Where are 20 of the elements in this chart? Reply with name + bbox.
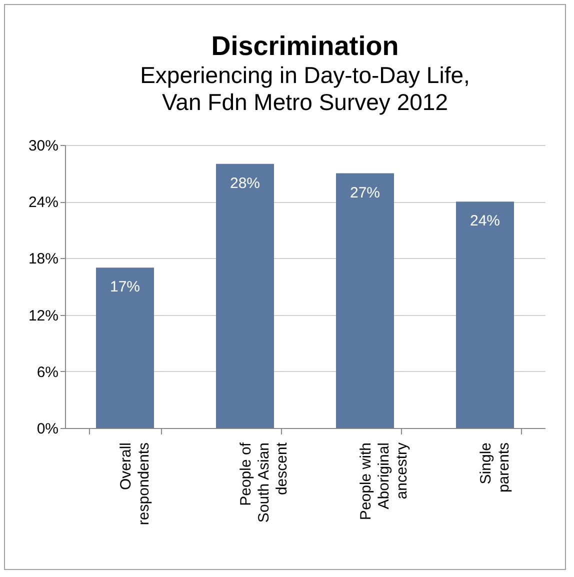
data-label: 28%: [230, 174, 260, 192]
bar: [216, 164, 274, 428]
x-tick-label: People with Aboriginal ancestry: [358, 442, 410, 520]
y-tick-label: 24%: [28, 194, 58, 212]
bar: [96, 268, 154, 428]
chart-subtitle: Experiencing in Day-to-Day Life, Van Fdn Metro Survey 2012: [140, 62, 470, 115]
data-label: 17%: [110, 278, 140, 296]
y-tick-label: 6%: [36, 364, 58, 381]
x-tick-label: Overall respondents: [118, 442, 152, 526]
y-tick-label: 12%: [28, 307, 58, 324]
data-label: 27%: [350, 184, 380, 202]
data-label: 24%: [470, 212, 500, 230]
bar: [456, 202, 514, 428]
x-tick-label: People of South Asian descent: [238, 442, 290, 523]
y-tick-label: 18%: [28, 250, 58, 268]
y-tick-label: 30%: [28, 138, 58, 154]
y-tick-label: 0%: [36, 420, 58, 438]
x-tick-label: Single parents: [478, 442, 512, 493]
bar: [336, 173, 394, 428]
chart-title: Discrimination: [211, 31, 399, 61]
